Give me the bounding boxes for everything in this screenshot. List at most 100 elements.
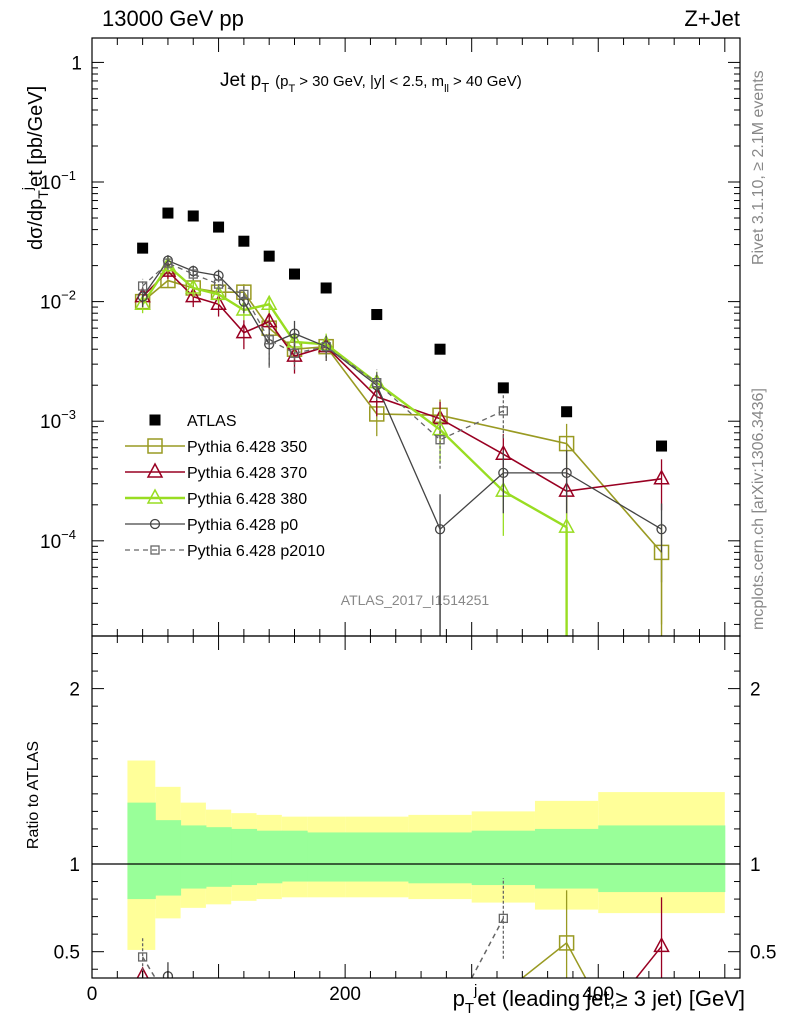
band-inner	[180, 825, 207, 889]
main-y-label-sub: T	[35, 190, 51, 199]
y-tick-base: 10	[40, 173, 61, 194]
data-point	[213, 279, 224, 289]
legend-label: Pythia 6.428 p0	[187, 517, 298, 534]
x-axis-label-sub: T	[465, 1000, 474, 1017]
y-tick-exp: −1	[61, 168, 76, 183]
legend-marker	[149, 518, 161, 530]
data-point	[210, 284, 227, 301]
main-title: Jet pT (pT > 30 GeV, |y| < 2.5, mll > 40 Ge…	[220, 70, 522, 95]
data-point	[210, 294, 227, 311]
y-tick-base: 10	[40, 293, 61, 314]
y-tick-label: 10−4	[40, 527, 76, 553]
main-title-cond-sub: T	[289, 83, 296, 95]
x-tick-label: 200	[329, 984, 361, 1005]
data-point	[260, 294, 278, 311]
legend-label: Pythia 6.428 370	[187, 465, 307, 482]
series-p2010	[137, 257, 508, 469]
legend-label: Pythia 6.428 p2010	[187, 543, 325, 560]
data-point	[435, 435, 445, 445]
data-point	[187, 210, 199, 222]
data-point	[656, 440, 668, 452]
y-tick-base: 10	[40, 532, 61, 553]
band-inner	[231, 828, 258, 886]
data-point	[163, 258, 173, 268]
band-inner	[598, 825, 726, 893]
legend-entry-p350: Pythia 6.428 350	[125, 438, 307, 456]
legend-entry-p0: Pythia 6.428 p0	[125, 517, 298, 534]
band-inner	[534, 828, 599, 889]
data-point	[263, 250, 275, 262]
x-axis-label-text: p	[453, 986, 465, 1011]
data-point	[321, 342, 331, 352]
legend-entry-p2010: Pythia 6.428 p2010	[125, 543, 325, 560]
series-ATLAS	[137, 207, 668, 452]
y-tick-label: 10−2	[40, 288, 76, 314]
data-point	[137, 281, 148, 291]
data-point	[264, 335, 274, 345]
x-axis-label-sup: j	[473, 982, 477, 999]
legend-entry-p370: Pythia 6.428 370	[125, 462, 307, 482]
data-point	[289, 328, 300, 339]
data-point	[235, 323, 253, 339]
band-inner	[471, 830, 536, 886]
y-tick-exp: −2	[61, 288, 76, 303]
data-point	[371, 309, 383, 321]
process-label: Z+Jet	[684, 6, 740, 31]
legend-label: Pythia 6.428 380	[187, 491, 307, 508]
series-line-p2010	[142, 262, 504, 441]
x-tick-label: 0	[87, 984, 98, 1005]
band-inner	[127, 802, 156, 900]
main-data	[134, 207, 670, 636]
legend-label: Pythia 6.428 350	[187, 439, 307, 456]
ratio-y-tick-label: 0.5	[54, 943, 80, 964]
data-point	[656, 524, 667, 535]
legend-entry-ATLAS: ATLAS	[149, 413, 237, 430]
band-inner	[155, 820, 182, 896]
ratio-y-tick-label-right: 1	[750, 855, 761, 876]
band-inner	[256, 830, 283, 884]
data-point	[498, 467, 509, 479]
data-point	[434, 343, 446, 355]
data-point	[561, 406, 573, 418]
legend: ATLAS Pythia 6.428 350 Pythia 6.428 370 Pyt…	[125, 413, 325, 560]
band-inner	[281, 830, 308, 882]
legend-marker	[149, 414, 161, 426]
y-tick-exp: −4	[61, 527, 76, 542]
data-point	[561, 467, 572, 479]
ratio-series-p370	[136, 897, 670, 978]
data-point	[184, 278, 202, 294]
data-point	[239, 289, 249, 300]
data-point	[134, 294, 151, 311]
data-point	[289, 268, 300, 280]
ratio-data	[92, 760, 740, 978]
series-p0	[137, 255, 667, 636]
legend-marker	[150, 545, 160, 555]
main-y-label-sup: j	[19, 187, 35, 191]
ratio-plot	[92, 760, 740, 978]
ratio-y-tick-label: 2	[69, 680, 80, 701]
data-point	[320, 282, 332, 294]
y-tick-label: 10−3	[40, 407, 76, 433]
watermark: ATLAS_2017_I1514251	[341, 592, 490, 608]
main-y-label-text: dσ/dp	[25, 199, 47, 250]
y-tick-exp: −3	[61, 407, 76, 422]
series-line-p370	[142, 269, 662, 493]
band-inner	[205, 827, 232, 887]
legend-marker	[146, 462, 164, 478]
y-tick-base: 10	[40, 412, 61, 433]
rivet-label: Rivet 3.1.10, ≥ 2.1M events	[750, 70, 767, 265]
x-tick-label: 400	[582, 984, 614, 1005]
y-tick-label: 10−1	[40, 168, 76, 194]
ratio-y-tick-label-right: 0.5	[750, 943, 776, 964]
main-title-text: Jet p	[220, 70, 261, 91]
ratio-y-label: Ratio to ATLAS	[25, 741, 42, 849]
ratio-line	[521, 941, 587, 978]
data-point	[372, 378, 382, 388]
data-point	[498, 406, 508, 416]
data-point	[188, 269, 198, 279]
band-inner	[408, 832, 473, 884]
ratio-y-tick-label-right: 2	[750, 680, 761, 701]
legend-label: ATLAS	[187, 413, 237, 430]
ratio-line	[471, 918, 504, 978]
